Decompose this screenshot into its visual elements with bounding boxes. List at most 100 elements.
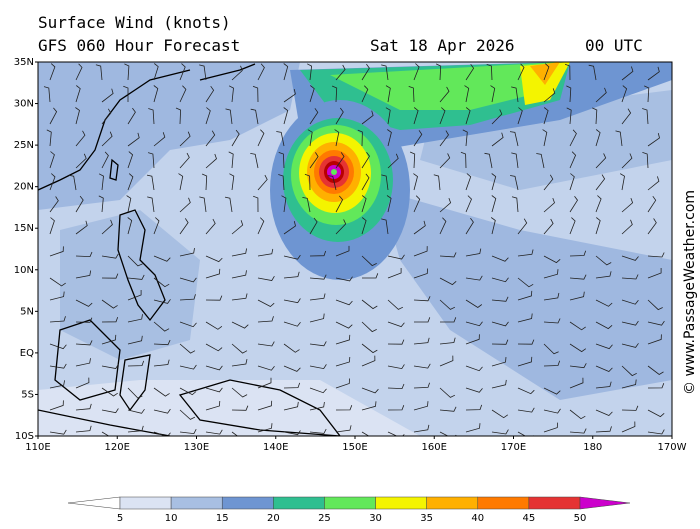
wind-barb — [127, 387, 143, 399]
wind-barb — [595, 299, 613, 307]
wind-barb — [335, 299, 353, 306]
wind-barb — [126, 195, 132, 213]
wind-barb — [49, 363, 67, 369]
wind-barb — [517, 249, 534, 257]
wind-barb — [75, 153, 87, 169]
wind-barb — [179, 364, 197, 370]
wind-barb — [543, 269, 559, 279]
colorbar-box — [221, 496, 274, 510]
wind-barb — [127, 274, 145, 280]
wind-barb — [231, 270, 247, 279]
colorbar-label: 25 — [318, 513, 331, 524]
wind-barb — [309, 250, 327, 257]
wind-barb — [334, 129, 340, 147]
wind-barb — [309, 274, 327, 280]
wind-barb — [543, 408, 561, 414]
wind-barb — [127, 314, 143, 323]
wind-barb — [231, 431, 239, 436]
wind-barb — [179, 248, 195, 257]
wind-barb — [205, 343, 223, 352]
wind-barb — [153, 299, 171, 304]
wind-barb — [43, 86, 51, 103]
wind-barb — [231, 359, 248, 367]
wind-barb — [127, 217, 133, 235]
wind-barb — [381, 174, 389, 191]
wind-barb — [229, 173, 235, 191]
wind-barb — [647, 176, 660, 191]
wind-barb — [335, 276, 353, 282]
colorbar-label: 40 — [471, 513, 484, 524]
storm-eye — [331, 169, 337, 175]
wind-barb — [621, 421, 636, 433]
wind-barb — [588, 64, 597, 81]
colorbar-box — [426, 496, 479, 510]
wind-barb — [278, 152, 285, 169]
colorbar-high-triangle — [579, 496, 631, 510]
wind-barb — [569, 363, 587, 369]
wind-barb — [205, 107, 211, 125]
wind-barb — [257, 299, 275, 307]
wind-barb — [543, 343, 559, 355]
wind-barb — [569, 428, 587, 434]
wind-barb — [621, 108, 632, 125]
wind-barb — [465, 63, 475, 81]
wind-barb — [385, 85, 391, 103]
wind-barb — [309, 401, 325, 411]
wind-barb — [335, 245, 350, 257]
lat-label: 30N — [14, 99, 34, 110]
wind-barb — [569, 173, 575, 191]
wind-barb — [257, 423, 273, 433]
wind-barb — [569, 129, 577, 147]
wind-barb — [647, 252, 665, 258]
wind-barb — [569, 409, 586, 420]
lon-label: 110E — [25, 442, 50, 453]
wind-barb — [205, 365, 223, 371]
wind-barb — [387, 364, 405, 370]
wind-barb — [647, 218, 657, 235]
lon-label: 170E — [501, 442, 526, 453]
colorbar-label: 50 — [574, 513, 587, 524]
wind-barb — [362, 273, 379, 279]
wind-barb — [439, 252, 457, 258]
wind-barb — [75, 340, 93, 346]
wind-barb — [276, 131, 285, 147]
wind-barb — [465, 365, 483, 372]
wind-barb — [101, 387, 118, 397]
wind-barb — [381, 218, 389, 235]
wind-barb — [153, 277, 170, 288]
wind-barb — [75, 299, 93, 307]
wind-barb — [491, 409, 509, 419]
wind-barb — [464, 85, 470, 103]
wind-barb — [153, 359, 170, 367]
wind-barb — [231, 343, 248, 354]
wind-barb — [460, 151, 467, 169]
wind-barb — [101, 131, 113, 147]
wind-barb — [439, 130, 449, 147]
wind-barb — [147, 196, 155, 213]
colorbar-box — [324, 496, 376, 510]
colorbar-label: 20 — [267, 513, 280, 524]
wind-barb — [228, 151, 234, 169]
wind-barb — [569, 195, 578, 213]
wind-barb — [175, 107, 182, 125]
wind-barb — [283, 107, 289, 125]
wind-barb — [257, 316, 274, 323]
lat-label: 5S — [21, 389, 34, 400]
wind-barb — [413, 296, 431, 302]
wind-barb — [231, 293, 248, 301]
wind-barb — [257, 400, 273, 411]
wind-barb — [101, 273, 119, 279]
wind-barb — [517, 407, 535, 413]
wind-barb — [543, 197, 555, 213]
wind-barb — [621, 299, 639, 305]
wind-barb — [335, 152, 345, 169]
wind-barb — [615, 130, 623, 147]
wind-barb — [357, 129, 363, 147]
wind-barb — [101, 151, 109, 169]
wind-barb — [101, 299, 118, 309]
wind-barb — [439, 197, 452, 213]
wind-barb — [361, 321, 377, 333]
wind-barb — [179, 343, 196, 354]
wind-barb — [490, 217, 496, 235]
